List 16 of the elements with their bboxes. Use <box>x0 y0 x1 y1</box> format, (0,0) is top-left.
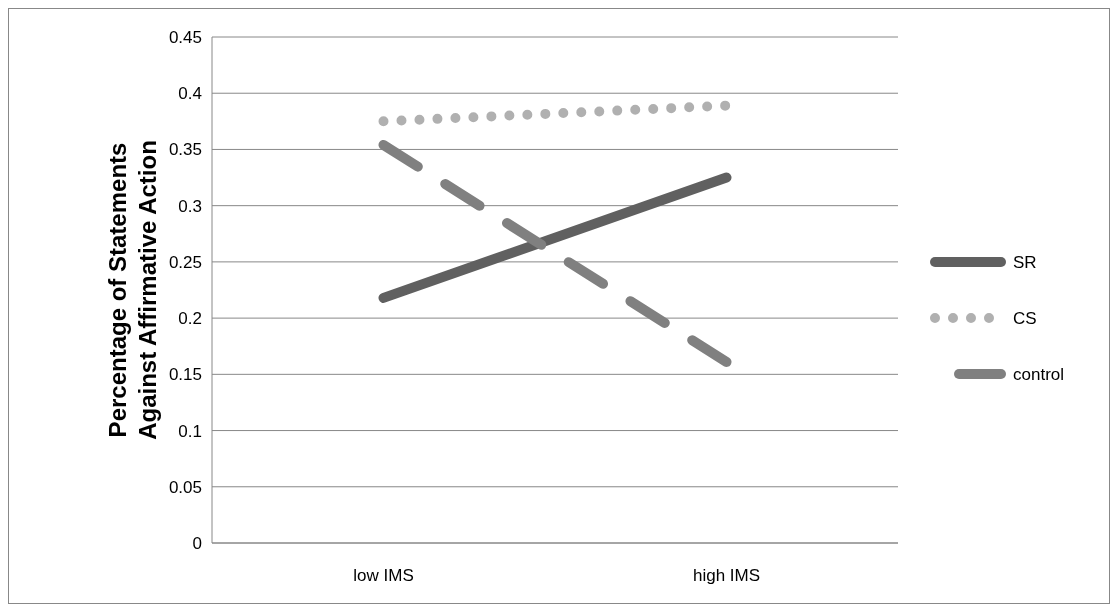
x-tick-label: low IMS <box>353 566 414 585</box>
y-tick-label: 0.3 <box>178 196 202 216</box>
y-tick-label: 0.35 <box>168 140 202 160</box>
y-axis-title: Percentage of Statements Against Affirmative Action <box>104 140 161 440</box>
legend-label: control <box>1013 364 1065 384</box>
y-tick-label: 0.15 <box>168 365 202 385</box>
y-tick-label: 0.1 <box>178 421 202 441</box>
y-tick-label: 0.25 <box>168 252 202 272</box>
y-tick-label: 0.45 <box>168 27 202 47</box>
legend-label: SR <box>1013 252 1037 272</box>
y-tick-label: 0.2 <box>178 309 202 329</box>
y-tick-label: 0.05 <box>168 477 202 497</box>
x-tick-label: high IMS <box>692 566 761 585</box>
y-tick-label: 0.4 <box>178 84 202 104</box>
y-tick-label: 0 <box>192 533 202 553</box>
legend-label: CS <box>1013 308 1037 328</box>
